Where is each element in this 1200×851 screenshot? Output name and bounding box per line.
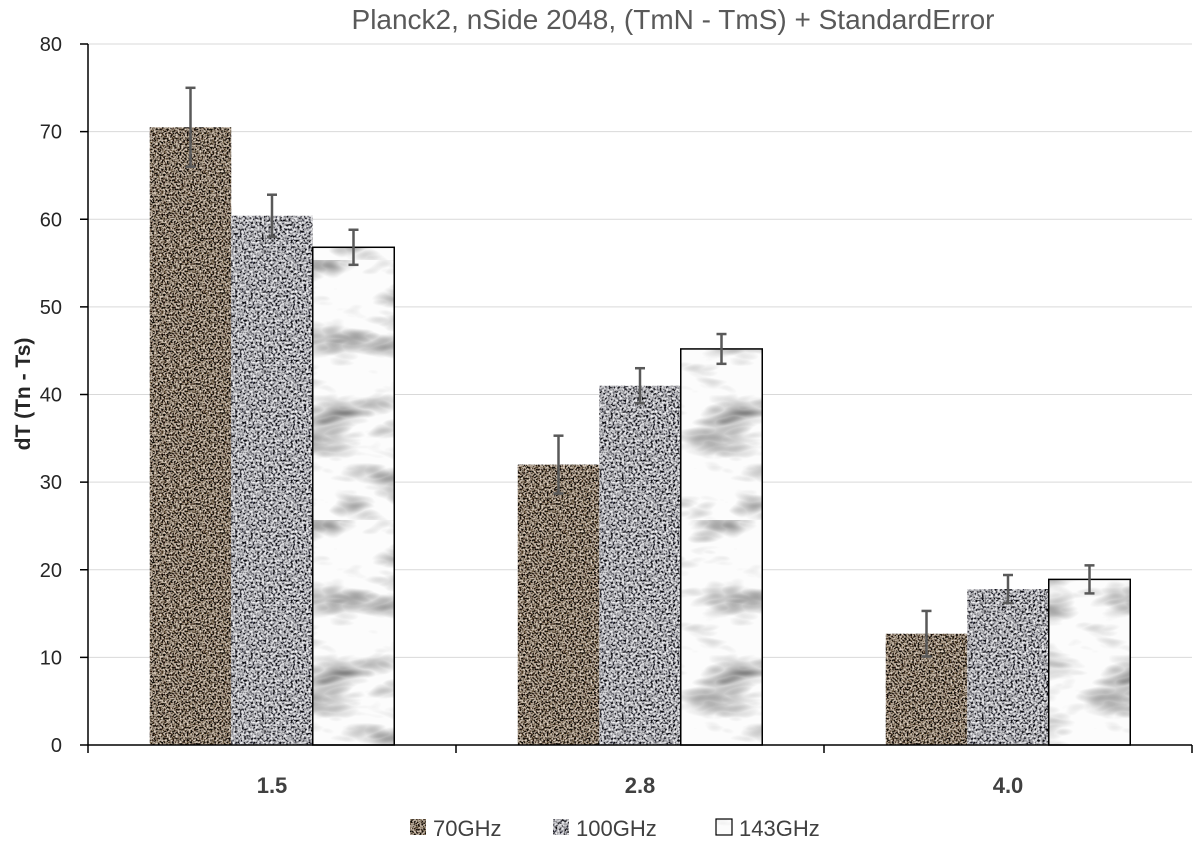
y-tick-label: 70 (40, 122, 62, 144)
y-axis-ticks: 0 10 20 30 40 50 60 70 80 (40, 34, 62, 757)
x-tick-label: 4.0 (993, 773, 1024, 798)
legend-swatch (715, 818, 733, 836)
y-tick-label: 10 (40, 647, 62, 669)
bar (312, 246, 395, 746)
bar (1048, 578, 1131, 746)
y-tick-label: 50 (40, 297, 62, 319)
y-tick-label: 30 (40, 472, 62, 494)
y-tick-label: 80 (40, 34, 62, 56)
error-bars (185, 86, 1095, 658)
bars (149, 127, 1131, 746)
legend-swatch (410, 819, 426, 835)
chart-title: Planck2, nSide 2048, (TmN - TmS) + Stand… (352, 4, 995, 35)
y-tick-label: 60 (40, 209, 62, 231)
bar (231, 215, 313, 745)
bar (149, 127, 232, 745)
y-tick-label: 40 (40, 385, 62, 407)
y-tick-label: 0 (51, 735, 62, 757)
x-tick-label: 1.5 (257, 773, 288, 798)
legend-swatch (553, 819, 569, 835)
legend-label: 100GHz (576, 816, 657, 841)
bar (517, 464, 600, 745)
legend-label: 70GHz (433, 816, 501, 841)
legend: 70GHz 100GHz 143GHz (410, 816, 820, 841)
legend-label: 143GHz (739, 816, 820, 841)
y-tick-label: 20 (40, 560, 62, 582)
y-axis-label: dT (Tn - Ts) (12, 338, 35, 451)
bar (967, 589, 1049, 745)
x-tick-label: 2.8 (625, 773, 656, 798)
x-axis-ticks: 1.5 2.8 4.0 (257, 773, 1024, 798)
bar (680, 348, 763, 746)
axes (80, 43, 1193, 753)
bar (599, 385, 681, 745)
